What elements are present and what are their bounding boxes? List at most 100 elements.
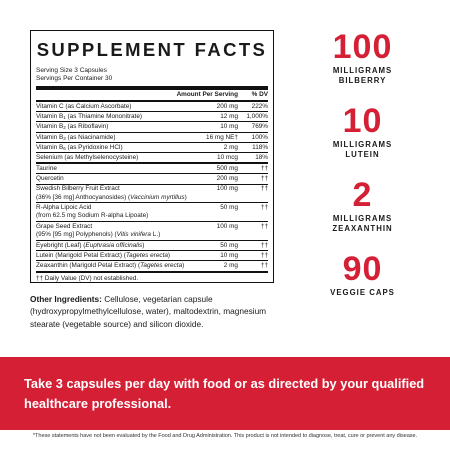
stat-veggie-caps: 90 VEGGIE CAPS [305,252,420,298]
ingredient-text: ) [167,252,171,260]
directions-text: Take 3 capsules per day with food or as … [24,376,425,411]
nutrient-name: Vitamin B6 (as Pyridoxine HCl) [36,143,196,152]
ingredient-dv: †† [260,262,268,270]
ingredient-name: Eyebright (Leaf) (Euphrasia officinalis) [36,241,196,250]
nutrient-name-part: Vitamin B [36,133,64,141]
nutrient-name: Vitamin C (as Calcium Ascorbate) [36,102,196,111]
other-ingredients-text: Cellulose, vegetarian capsule (hydroxypr… [30,294,267,329]
divider-thin [36,121,268,123]
ingredient-latin-name: Vitis vinifera [116,231,151,239]
divider-medium [36,162,268,165]
nutrient-dv: 118% [252,143,268,151]
nutrient-dv: 18% [255,154,268,162]
ingredient-latin-name: Tagetes erecta [125,252,168,260]
nutrient-subscript: 2 [63,125,66,131]
ingredient-line: (95% [95 mg] Polyphenols) (Vitis vinifer… [36,231,196,239]
nutrient-amount: 2 mg [223,143,238,151]
stat-number: 90 [342,250,383,288]
nutrient-amount: 12 mg [220,113,238,121]
ingredient-dv: †† [260,252,268,260]
divider-thin [36,250,268,252]
ingredient-text: (from 62.5 mg Sodium R-alpha Lipoate) [36,212,149,220]
facts-title: SUPPLEMENT FACTS [36,39,268,60]
ingredient-text: ) [182,262,185,270]
facts-row: Grape Seed Extract (95% [95 mg] Polypheno… [36,222,268,240]
divider-thin [36,240,268,242]
ingredient-dv: †† [260,222,268,230]
facts-header-row: Amount Per Serving % DV [36,90,268,100]
nutrient-name-part: Vitamin C (as Calcium Ascorbate) [36,103,132,110]
facts-row: Zeaxanthin (Marigold Petal Extract) (Tag… [36,261,268,270]
ingredient-text: L.) [150,231,161,239]
ingredient-text: Lutein (Marigold Petal Extract) ( [36,252,126,260]
stat-zeaxanthin: 2 MILLIGRAMS ZEAXANTHIN [305,178,420,234]
facts-row: Selenium (as Methylselenocysteine) 10 mcg… [36,153,268,162]
ingredient-latin-name: Euphrasia officinalis [85,242,143,250]
ingredient-line: Taurine [36,164,196,173]
facts-row: Eyebright (Leaf) (Euphrasia officinalis)… [36,241,268,250]
stat-bilberry: 100 MILLIGRAMS BILBERRY [305,30,420,86]
ingredient-text: ) [184,193,187,201]
ingredient-text: Quercetin [36,175,64,183]
ingredient-line: R-Alpha Lipoic Acid [36,204,196,212]
divider-medium [36,100,268,102]
facts-row: R-Alpha Lipoic Acid (from 62.5 mg Sodium … [36,203,268,221]
divider-medium [36,270,268,273]
ingredient-amount: 200 mg [216,175,238,183]
facts-row: Lutein (Marigold Petal Extract) (Tagetes… [36,251,268,260]
ingredient-name: Grape Seed Extract (95% [95 mg] Polypheno… [36,223,196,240]
facts-row: Swedish Bilberry Fruit Extract (36% [36 m… [36,185,268,203]
nutrient-amount: 16 mg NE† [206,133,238,141]
nutrient-amount: 10 mg [220,123,238,131]
ingredient-name: Taurine [36,164,196,173]
stat-label: MILLIGRAMS [332,140,393,149]
ingredient-amount: 500 mg [216,165,238,173]
facts-row: Vitamin B3 (as Niacinamide) 16 mg NE† 100% [36,133,268,142]
nutrient-name: Selenium (as Methylselenocysteine) [36,153,196,162]
facts-row: Quercetin 200 mg †† [36,174,268,183]
nutrient-name-part: Vitamin B [36,143,64,151]
nutrient-amount: 200 mg [216,103,238,110]
nutrient-subscript: 3 [63,135,66,141]
ingredient-text: Swedish Bilberry Fruit Extract [36,185,120,193]
facts-row: Taurine 500 mg †† [36,164,268,173]
ingredient-name: R-Alpha Lipoic Acid (from 62.5 mg Sodium … [36,204,196,221]
divider-thin [36,111,268,113]
ingredient-latin-name: Vaccinium myrtillus [130,193,185,201]
ingredient-amount: 50 mg [220,242,238,250]
ingredient-line: Zeaxanthin (Marigold Petal Extract) (Tag… [36,261,196,270]
ingredient-text: Grape Seed Extract [36,222,93,230]
divider-thin [36,221,268,223]
nutrient-dv: 100% [251,133,268,141]
nutrient-name-part: Vitamin B [36,123,64,131]
facts-row: Vitamin B6 (as Pyridoxine HCl) 2 mg 118% [36,143,268,152]
ingredient-amount: 100 mg [216,185,238,193]
ingredient-name: Lutein (Marigold Petal Extract) (Tagetes… [36,251,196,260]
ingredient-name: Zeaxanthin (Marigold Petal Extract) (Tag… [36,261,196,270]
stat-lutein: 10 MILLIGRAMS LUTEIN [305,104,420,160]
ingredient-text: Taurine [36,165,57,173]
stat-label: ZEAXANTHIN [332,224,393,233]
other-ingredients-label: Other Ingredients: [30,294,102,304]
supplement-facts-panel: SUPPLEMENT FACTS Serving Size 3 Capsules… [30,30,274,283]
nutrient-name-part: (as Niacinamide) [65,133,116,141]
ingredient-text: Zeaxanthin (Marigold Petal Extract) ( [36,262,141,270]
ingredient-line: Eyebright (Leaf) (Euphrasia officinalis) [36,241,196,250]
servings-per-container: Servings Per Container 30 [36,75,113,82]
nutrient-dv: 1,000% [246,113,268,121]
stat-number: 2 [352,176,373,214]
facts-row: Vitamin C (as Calcium Ascorbate) 200 mg 22… [36,102,268,111]
ingredient-amount: 50 mg [220,203,238,211]
ingredient-line: Quercetin [36,174,196,183]
vitamin-rows: Vitamin C (as Calcium Ascorbate) 200 mg 2 2… [36,102,268,162]
stat-label: MILLIGRAMS [332,66,393,75]
directions-banner: Take 3 capsules per day with food or as … [0,357,450,430]
ingredient-amount: 2 mg [223,262,238,270]
ingredient-line: Lutein (Marigold Petal Extract) (Tagetes… [36,251,196,260]
nutrient-name-part: Vitamin B [36,113,64,121]
ingredient-dv: †† [260,185,268,193]
nutrient-name-part: (as Riboflavin) [65,123,109,131]
ingredient-dv: †† [260,165,268,173]
nutrient-subscript: 6 [63,145,66,151]
ingredient-text: ) [142,242,145,250]
